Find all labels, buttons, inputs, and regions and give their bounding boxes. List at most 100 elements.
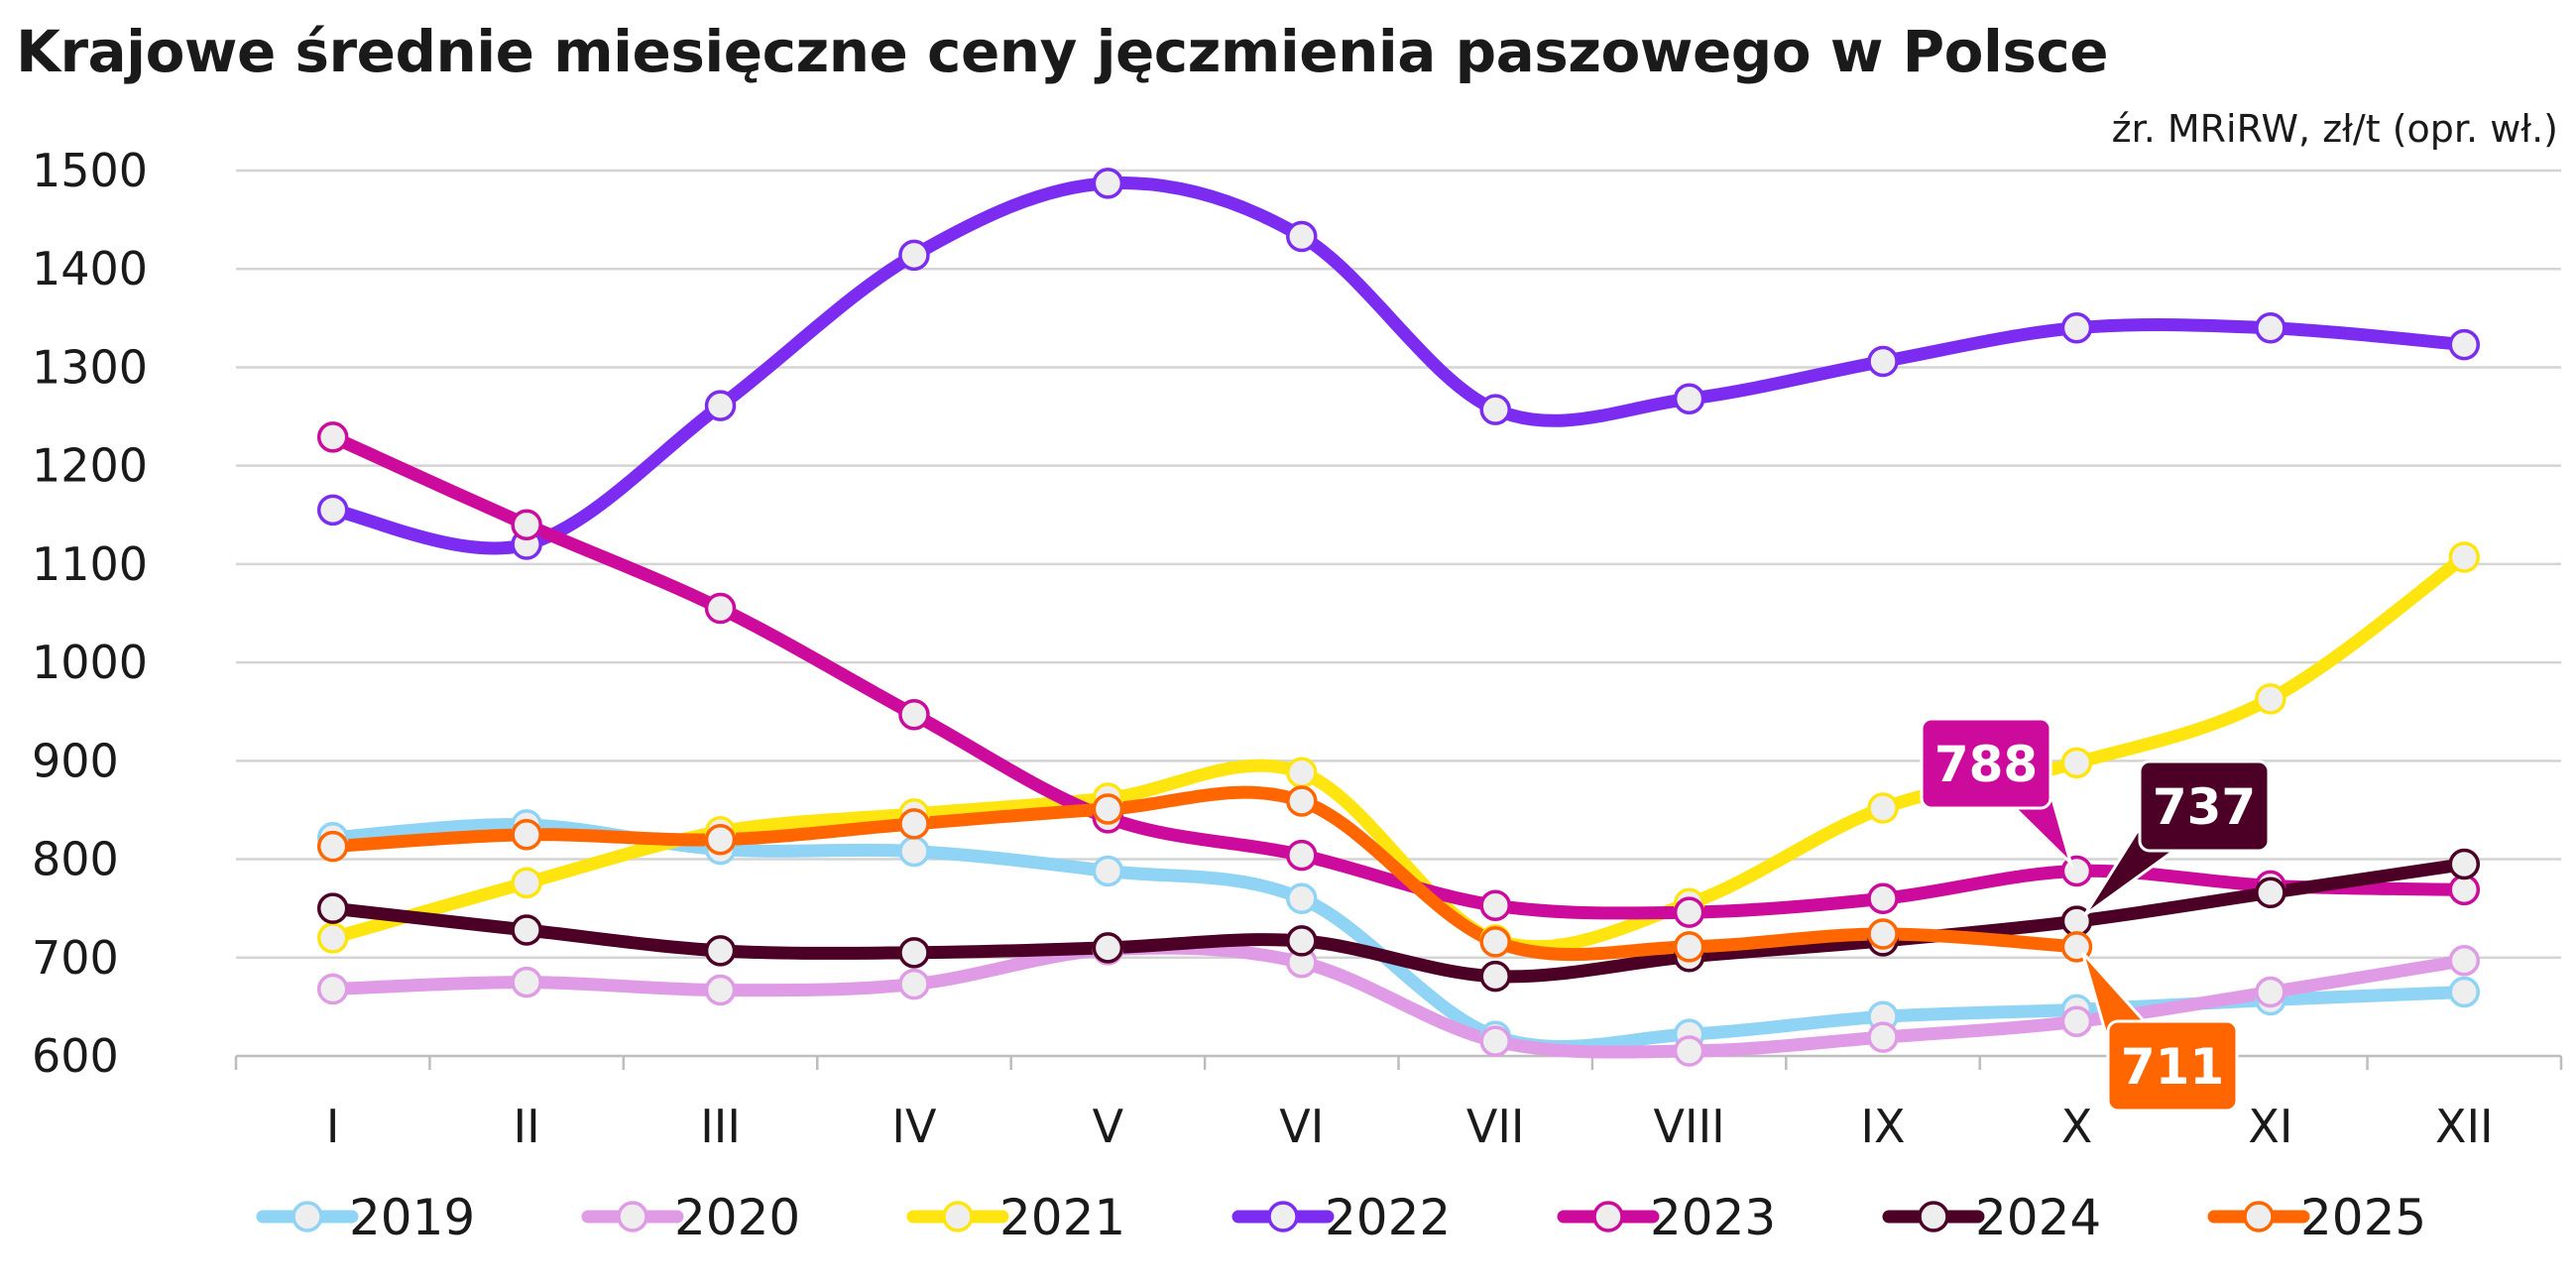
legend-marker-2019 (292, 1201, 323, 1232)
x-tick-label: VII (1466, 1100, 1525, 1153)
data-point-2019 (898, 835, 930, 868)
data-point-2020 (2448, 945, 2481, 977)
data-point-2022 (1286, 220, 1318, 253)
data-point-2020 (1479, 1025, 1511, 1057)
data-point-2019 (1092, 855, 1124, 887)
series-line-2025 (326, 785, 2083, 962)
data-point-2022 (2060, 312, 2093, 344)
legend-label-2022: 2022 (1325, 1189, 1451, 1246)
x-axis-labels: I II III IV V VI VII VIII IX X XI XII (326, 1100, 2494, 1153)
callout-label-2023: 788 (1934, 736, 2038, 793)
data-point-2023 (511, 509, 542, 540)
data-point-2020 (1867, 1021, 1899, 1053)
y-tick-label: 1500 (32, 144, 148, 197)
legend-label-2024: 2024 (1975, 1189, 2101, 1246)
data-point-2022 (316, 494, 349, 527)
y-tick-label: 700 (32, 931, 119, 985)
data-point-2020 (316, 973, 349, 1005)
y-tick-label: 1200 (32, 439, 148, 493)
data-point-2020 (2255, 976, 2286, 1008)
data-point-2021 (2060, 747, 2093, 779)
legend-label-2025: 2025 (2300, 1189, 2426, 1246)
legend-label-2020: 2020 (674, 1189, 800, 1246)
data-point-2024 (704, 935, 737, 967)
data-point-2019 (2448, 976, 2481, 1008)
legend-label-2023: 2023 (1650, 1189, 1776, 1246)
data-point-2025 (1673, 931, 1705, 963)
series-line-2022 (326, 176, 2471, 555)
x-tick-label: IV (891, 1100, 937, 1153)
value-callouts: 788 737 711 (1920, 717, 2271, 1112)
series-lines (326, 176, 2471, 1059)
data-point-2021 (2448, 541, 2481, 573)
legend-marker-2025 (2243, 1201, 2275, 1232)
data-point-2024 (898, 937, 930, 969)
data-point-2024 (316, 892, 349, 924)
data-point-2025 (511, 819, 542, 851)
data-point-2019 (1286, 882, 1318, 914)
data-point-2023 (704, 592, 737, 625)
data-point-2022 (704, 390, 737, 421)
data-point-2022 (1673, 383, 1705, 414)
x-tick-label: I (326, 1100, 340, 1153)
data-point-2024 (2255, 877, 2286, 909)
data-point-2022 (2255, 312, 2286, 344)
data-point-2023 (2448, 874, 2481, 906)
legend-label-2019: 2019 (349, 1189, 475, 1246)
series-markers (316, 168, 2481, 1067)
data-point-2025 (316, 830, 349, 863)
callout-box-2024 (2138, 760, 2271, 853)
x-tick-label: X (2061, 1100, 2093, 1153)
data-point-2021 (1286, 757, 1318, 788)
data-point-2022 (2448, 328, 2481, 361)
data-point-2023 (1867, 882, 1899, 914)
data-point-2020 (1673, 1035, 1705, 1067)
data-point-2023 (1286, 839, 1318, 872)
legend-marker-2020 (617, 1201, 648, 1232)
series-line-2024 (326, 858, 2471, 984)
legend-marker-2021 (942, 1201, 974, 1232)
callout-label-2025: 711 (2121, 1038, 2224, 1096)
data-point-2023 (1479, 889, 1511, 921)
data-point-2024 (511, 914, 542, 946)
y-tick-label: 600 (32, 1029, 119, 1083)
y-tick-label: 900 (32, 734, 119, 787)
data-point-2024 (1092, 932, 1124, 964)
data-point-2023 (898, 698, 930, 731)
callout-box-2023 (1920, 717, 2052, 810)
legend: 2019 2020 2021 2022 2023 2024 2025 (256, 1189, 2426, 1246)
callout-box-2025 (2106, 1019, 2239, 1112)
y-tick-label: 1300 (32, 340, 148, 394)
data-point-2021 (316, 922, 349, 954)
y-tick-label: 1400 (32, 242, 148, 295)
data-point-2022 (1867, 345, 1899, 378)
data-point-2024 (1479, 960, 1511, 993)
legend-label-2021: 2021 (999, 1189, 1125, 1246)
x-tick-label: II (514, 1100, 540, 1153)
data-point-2023 (1673, 896, 1705, 928)
x-tick-label: IX (1860, 1100, 1905, 1153)
legend-marker-2023 (1592, 1201, 1624, 1232)
chart-source: źr. MRiRW, zł/t (opr. wł.) (2111, 107, 2558, 151)
x-tick-label: VI (1279, 1100, 1324, 1153)
x-tick-label: XI (2248, 1100, 2292, 1153)
data-point-2021 (1867, 792, 1899, 824)
data-point-2020 (2060, 1005, 2093, 1038)
data-point-2021 (511, 867, 542, 899)
data-point-2022 (898, 239, 930, 272)
data-point-2022 (1092, 168, 1124, 199)
x-tick-label: VIII (1654, 1100, 1725, 1153)
y-axis: 600 700 800 900 1000 1100 1200 1300 1400 1500 (32, 144, 148, 1083)
data-point-2024 (1286, 925, 1318, 957)
data-point-2020 (511, 966, 542, 998)
data-point-2025 (1092, 793, 1124, 825)
data-point-2020 (898, 968, 930, 1000)
data-point-2021 (2255, 683, 2286, 715)
x-tick-label: III (700, 1100, 741, 1153)
y-tick-label: 800 (32, 833, 119, 886)
data-point-2022 (1479, 394, 1511, 425)
data-point-2023 (316, 421, 349, 453)
data-point-2025 (1286, 785, 1318, 817)
data-point-2020 (704, 974, 737, 1006)
